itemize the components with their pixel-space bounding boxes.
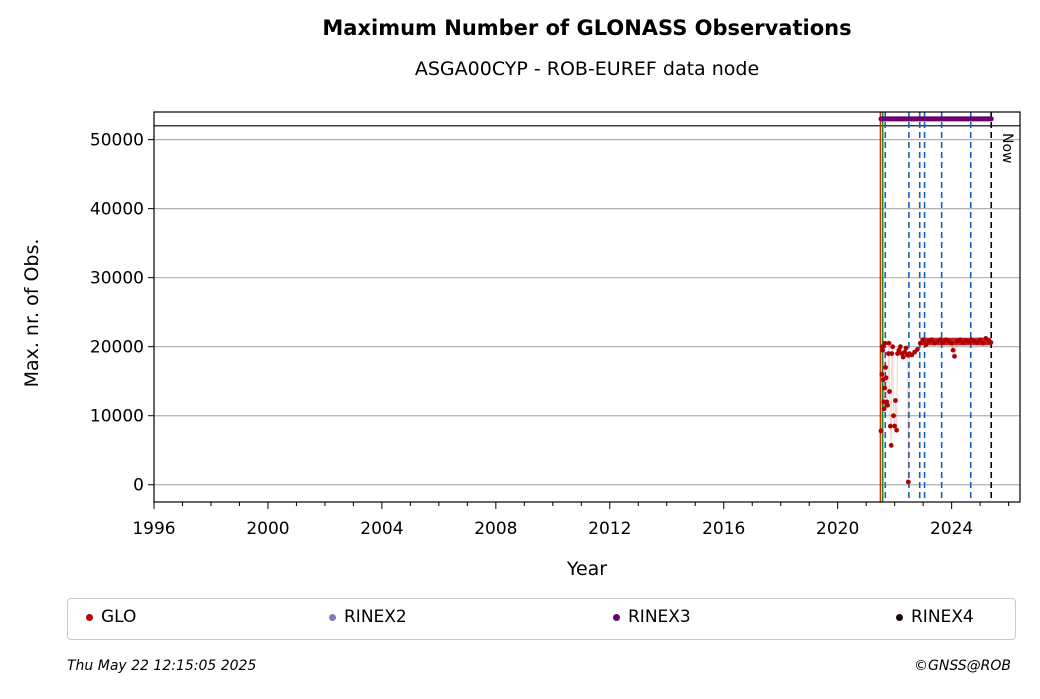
legend-item-rinex2: RINEX2 bbox=[329, 607, 407, 627]
data-point-rinex3 bbox=[878, 116, 884, 122]
data-point-glo bbox=[883, 375, 889, 381]
legend-label-rinex3: RINEX3 bbox=[628, 607, 691, 627]
grid-layer bbox=[154, 125, 1020, 486]
data-point-glo bbox=[883, 364, 888, 370]
data-point-glo bbox=[903, 345, 909, 351]
data-point-glo bbox=[888, 442, 894, 448]
data-point-glo bbox=[879, 371, 885, 377]
data-point-glo bbox=[882, 340, 888, 346]
y-tick-label: 30000 bbox=[90, 269, 144, 289]
data-point-glo bbox=[952, 353, 957, 359]
y-tick-label: 20000 bbox=[90, 338, 144, 358]
legend-marker-rinex2 bbox=[329, 613, 336, 621]
chart-subtitle: ASGA00CYP - ROB-EUREF data node bbox=[414, 58, 760, 80]
copyright: ©GNSS@ROB bbox=[914, 658, 1011, 674]
data-point-glo bbox=[915, 347, 920, 352]
data-point-glo bbox=[893, 398, 898, 403]
data-layer bbox=[878, 116, 994, 485]
legend-marker-rinex3 bbox=[613, 613, 620, 621]
now-label: Now bbox=[999, 133, 1015, 164]
y-tick-label: 10000 bbox=[90, 407, 144, 427]
data-point-glo bbox=[890, 344, 896, 350]
legend-label-glo: GLO bbox=[101, 607, 137, 627]
data-point-glo bbox=[885, 402, 890, 408]
x-tick-label: 2004 bbox=[360, 519, 403, 539]
x-tick-label: 2008 bbox=[474, 519, 517, 539]
legend-item-glo: GLO bbox=[86, 607, 136, 627]
data-point-glo bbox=[880, 347, 886, 353]
legend-item-rinex4: RINEX4 bbox=[896, 607, 974, 627]
y-tick-label: 50000 bbox=[90, 131, 144, 151]
data-point-glo bbox=[892, 423, 898, 429]
data-point-glo bbox=[950, 347, 956, 353]
data-point-glo bbox=[891, 413, 896, 419]
data-point-glo bbox=[900, 354, 906, 360]
glo-dense-band bbox=[920, 337, 991, 346]
vertical-lines-layer bbox=[879, 112, 993, 502]
x-tick-label: 2000 bbox=[246, 519, 289, 539]
data-point-glo bbox=[886, 340, 892, 346]
x-axis-label: Year bbox=[566, 558, 607, 580]
timestamp: Thu May 22 12:15:05 2025 bbox=[67, 658, 257, 674]
data-point-glo bbox=[880, 344, 885, 350]
data-point-glo bbox=[897, 344, 903, 350]
legend-label-rinex4: RINEX4 bbox=[911, 607, 974, 627]
data-point-glo bbox=[887, 389, 892, 394]
axis-layer: 0 10000 20000 30000 40000 50000 1996 2000 2004 20… bbox=[90, 111, 1021, 539]
chart-title: Maximum Number of GLONASS Observations bbox=[322, 16, 852, 40]
data-point-rinex3 bbox=[988, 116, 994, 122]
plot-frame bbox=[153, 111, 1021, 503]
data-point-glo bbox=[878, 428, 884, 434]
legend: GLO RINEX2 RINEX3 RINEX4 bbox=[67, 598, 1016, 640]
x-tick-label: 2024 bbox=[930, 519, 973, 539]
x-tick-label: 2016 bbox=[702, 519, 745, 539]
data-point-glo bbox=[905, 479, 911, 485]
data-point-glo bbox=[894, 427, 900, 433]
y-tick-label: 0 bbox=[133, 476, 144, 496]
y-axis-label: Max. nr. of Obs. bbox=[21, 239, 43, 388]
legend-marker-rinex4 bbox=[896, 613, 903, 621]
data-point-glo bbox=[889, 351, 895, 356]
legend-marker-glo bbox=[86, 613, 93, 621]
data-point-glo bbox=[882, 385, 888, 391]
x-tick-label: 2020 bbox=[816, 519, 859, 539]
legend-item-rinex3: RINEX3 bbox=[613, 607, 691, 627]
data-point-glo bbox=[881, 406, 887, 412]
series-line-glo bbox=[880, 337, 992, 483]
x-tick-label: 1996 bbox=[132, 519, 175, 539]
data-point-glo bbox=[885, 351, 891, 356]
x-tick-label: 2012 bbox=[588, 519, 631, 539]
data-point-glo bbox=[887, 423, 893, 429]
y-tick-label: 40000 bbox=[90, 200, 144, 220]
legend-label-rinex2: RINEX2 bbox=[344, 607, 407, 627]
